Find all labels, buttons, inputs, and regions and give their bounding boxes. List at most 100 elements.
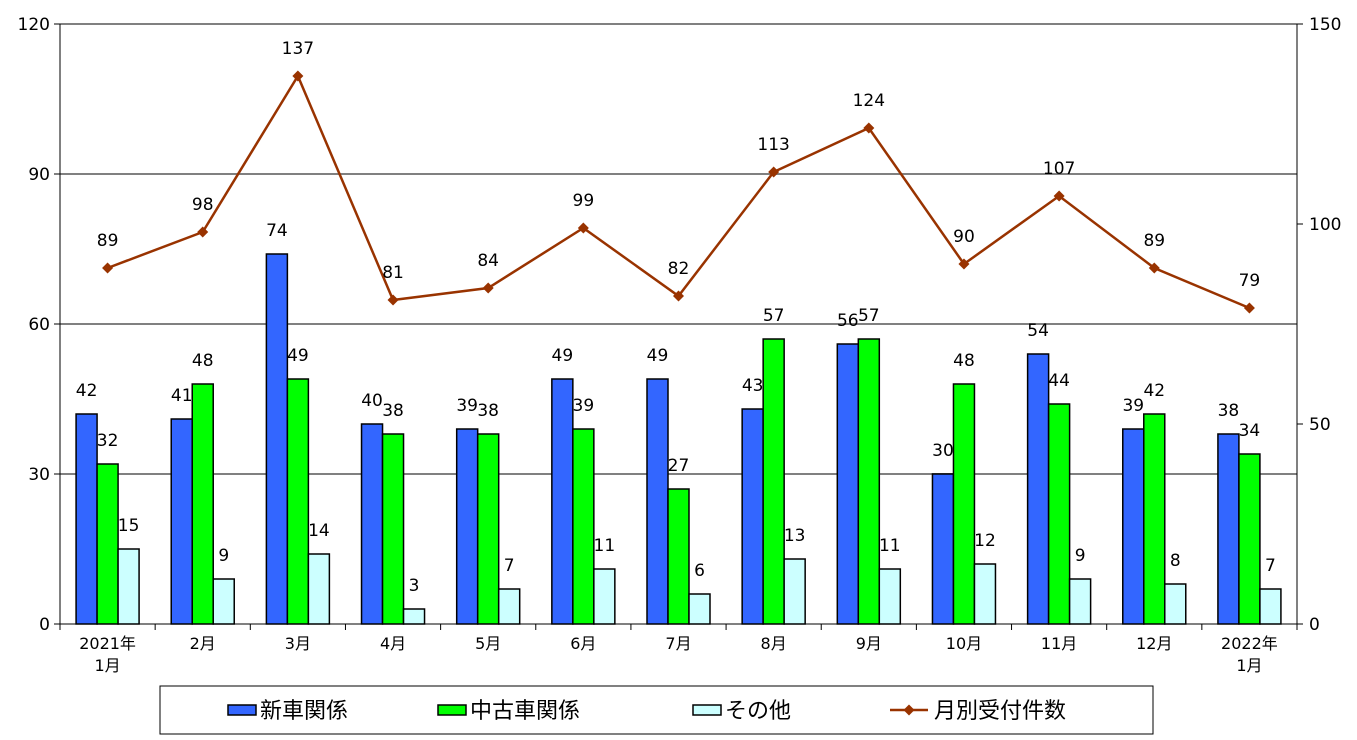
bar-value-label: 49 xyxy=(552,346,574,366)
bar xyxy=(551,378,574,625)
line-marker xyxy=(387,294,399,306)
right-axis-tick-label: 50 xyxy=(1309,415,1331,435)
bar xyxy=(476,433,500,625)
x-axis-tick-label: 3月 xyxy=(285,634,311,653)
bar xyxy=(360,423,384,625)
left-axis-tick-label: 90 xyxy=(28,165,50,185)
bar xyxy=(878,568,902,625)
bar-value-label: 11 xyxy=(594,536,616,556)
legend-label: 月別受付件数 xyxy=(934,699,1066,724)
bar xyxy=(402,608,426,625)
line-value-label: 98 xyxy=(192,195,214,215)
line-marker xyxy=(292,70,304,82)
bar xyxy=(1164,583,1187,625)
line-marker xyxy=(1243,302,1255,314)
bar-value-label: 49 xyxy=(287,346,309,366)
bar xyxy=(762,338,785,625)
bar xyxy=(212,578,235,625)
left-axis-tick-label: 120 xyxy=(18,15,50,35)
bar-value-label: 38 xyxy=(477,401,499,421)
bar-value-label: 7 xyxy=(504,556,515,576)
bar-value-label: 15 xyxy=(118,516,140,536)
bar xyxy=(952,383,976,625)
bar-value-label: 39 xyxy=(573,396,595,416)
bar-value-label: 49 xyxy=(647,346,669,366)
legend-swatch xyxy=(437,704,467,716)
legend-swatch xyxy=(227,704,257,716)
right-axis-tick-label: 0 xyxy=(1309,615,1320,635)
x-axis-tick-label: 7月 xyxy=(665,634,691,653)
line-marker xyxy=(1148,262,1160,274)
bar xyxy=(1047,403,1071,625)
legend: 新車関係 中古車関係 その他 月別受付件数 xyxy=(159,685,1154,735)
line-value-label: 99 xyxy=(573,191,595,211)
bar xyxy=(455,428,479,625)
bar-value-label: 14 xyxy=(308,521,330,541)
legend-label: 中古車関係 xyxy=(470,699,580,724)
x-axis-tick-label: 1月 xyxy=(1236,656,1262,675)
x-axis-tick-label: 4月 xyxy=(380,634,406,653)
x-axis-tick-label: 9月 xyxy=(856,634,882,653)
bar xyxy=(381,433,405,625)
bar xyxy=(170,418,193,625)
bar-value-label: 34 xyxy=(1239,421,1261,441)
bar-value-label: 56 xyxy=(837,311,859,331)
bar xyxy=(1026,353,1050,625)
line-value-label: 113 xyxy=(757,135,789,155)
bar xyxy=(572,428,595,625)
bar xyxy=(667,488,690,625)
left-axis-tick-label: 30 xyxy=(28,465,50,485)
x-axis-tick-label: 12月 xyxy=(1136,634,1172,653)
bar-value-label: 44 xyxy=(1048,371,1070,391)
bar-value-label: 6 xyxy=(694,561,705,581)
bar-value-label: 74 xyxy=(266,221,288,241)
legend-label: 新車関係 xyxy=(260,699,348,724)
right-axis-tick-label: 100 xyxy=(1309,215,1341,235)
bar xyxy=(688,593,711,625)
line-value-label: 82 xyxy=(668,259,690,279)
bar xyxy=(75,413,98,625)
x-axis-tick-label: 6月 xyxy=(570,634,596,653)
bar xyxy=(96,463,119,625)
legend-label: その他 xyxy=(725,699,791,724)
bar xyxy=(783,558,806,625)
bar-value-label: 7 xyxy=(1265,556,1276,576)
bar xyxy=(857,338,881,625)
line-value-label: 81 xyxy=(382,263,404,283)
bar xyxy=(1238,453,1261,625)
bar-value-label: 30 xyxy=(932,441,954,461)
bar xyxy=(497,588,521,625)
line-value-label: 90 xyxy=(953,227,975,247)
line-marker xyxy=(673,290,684,302)
line-marker xyxy=(102,262,114,274)
bar-value-label: 43 xyxy=(742,376,764,396)
bar-value-label: 38 xyxy=(1218,401,1240,421)
bar-value-label: 48 xyxy=(953,351,975,371)
line-marker xyxy=(197,226,209,238)
bar xyxy=(836,343,860,625)
bar xyxy=(741,408,764,625)
line-value-label: 84 xyxy=(477,251,499,271)
bar-value-label: 39 xyxy=(1122,396,1144,416)
bar xyxy=(1122,428,1145,625)
bar-series-group xyxy=(75,253,1282,625)
bar xyxy=(646,378,669,625)
x-axis-tick-label: 8月 xyxy=(761,634,787,653)
bar-value-label: 42 xyxy=(1143,381,1165,401)
bar xyxy=(191,383,214,625)
bar-value-label: 27 xyxy=(668,456,690,476)
bar-value-label: 57 xyxy=(858,306,880,326)
bar-value-label: 13 xyxy=(784,526,806,546)
legend-swatch xyxy=(692,704,722,716)
line-value-label: 137 xyxy=(282,39,314,59)
bar-value-label: 54 xyxy=(1027,321,1049,341)
bar-value-label: 39 xyxy=(456,396,478,416)
bar xyxy=(931,473,955,625)
bar-value-label: 32 xyxy=(97,431,119,451)
line-marker xyxy=(768,166,780,178)
left-axis-tick-label: 60 xyxy=(28,315,50,335)
right-axis-tick-label: 150 xyxy=(1309,15,1341,35)
bar xyxy=(117,548,140,625)
bar-value-label: 12 xyxy=(974,531,996,551)
